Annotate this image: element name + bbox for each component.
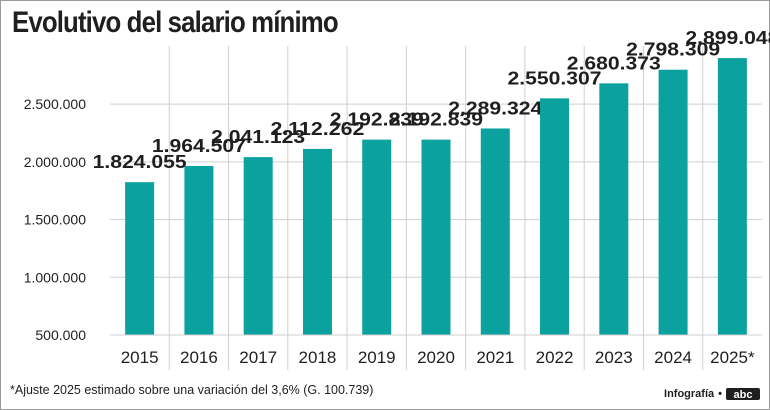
abc-logo: abc (726, 388, 760, 401)
data-label: 2.680.373 (567, 53, 661, 73)
data-label: 2.798.309 (626, 40, 720, 60)
data-label: 1.824.055 (93, 152, 187, 172)
x-tick-label: 2015 (121, 348, 159, 367)
bar (599, 83, 629, 335)
x-tick-label: 2025* (710, 348, 755, 367)
y-tick-label: 500.000 (35, 327, 86, 343)
footnote: *Ajuste 2025 estimado sobre una variació… (10, 383, 374, 397)
x-tick-label: 2016 (180, 348, 218, 367)
x-tick-label: 2018 (299, 348, 337, 367)
logo-text: abc (734, 389, 753, 401)
y-tick-label: 2.500.000 (24, 96, 86, 112)
x-tick-label: 2017 (239, 348, 277, 367)
x-tick-label: 2021 (476, 348, 514, 367)
bar (540, 98, 570, 335)
chart-title: Evolutivo del salario mínimo (12, 6, 339, 39)
data-label: 2.550.307 (508, 68, 602, 88)
x-tick-label: 2020 (417, 348, 455, 367)
y-tick-label: 1.000.000 (24, 269, 86, 285)
data-label: 2.041.123 (211, 127, 305, 147)
bar (717, 58, 747, 336)
data-label: 2.192.839 (389, 110, 483, 130)
bar (184, 165, 214, 335)
bar (362, 139, 392, 335)
x-tick-label: 2022 (536, 348, 574, 367)
data-label: 2.289.324 (448, 98, 542, 118)
credit: Infografía • abc (664, 386, 760, 402)
data-label: 2.192.839 (330, 110, 424, 130)
y-tick-label: 2.000.000 (24, 154, 86, 170)
data-label: 1.964.507 (152, 136, 246, 156)
bar (421, 139, 451, 335)
bar (125, 182, 155, 335)
bar (658, 69, 688, 335)
bar (302, 148, 332, 335)
bar (243, 157, 273, 335)
bar (480, 128, 510, 335)
data-label: 2.112.262 (270, 119, 364, 139)
x-tick-label: 2023 (595, 348, 633, 367)
x-tick-label: 2019 (358, 348, 396, 367)
x-tick-label: 2024 (654, 348, 692, 367)
separator-dot: • (718, 388, 722, 400)
y-tick-label: 1.500.000 (24, 212, 86, 228)
data-label: 2.899.048 (685, 28, 770, 48)
credit-label: Infografía (664, 388, 715, 400)
